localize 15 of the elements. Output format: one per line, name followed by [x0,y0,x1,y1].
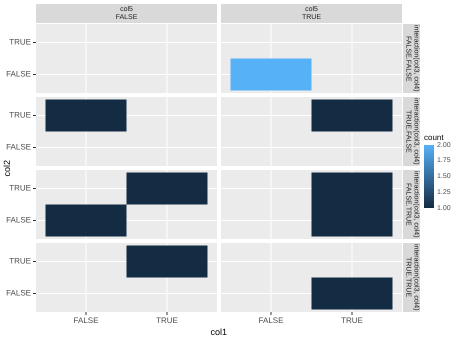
y-tick-label: TRUE [9,38,31,47]
x-axis-title: col1 [210,327,228,337]
x-tick-label: FALSE [74,316,98,326]
y-tick-label: TRUE [9,256,31,266]
x-tick-label: TRUE [156,316,178,326]
color-bar-title: count [424,133,444,142]
y-axis-title: col2 [2,160,12,176]
y-tick-label: FALSE [6,142,31,152]
y-tick-label: FALSE [6,288,31,298]
x-tick-label: TRUE [341,316,363,326]
x-tick-label: FALSE [258,316,284,326]
y-tick-label: FALSE [6,70,31,79]
y-tick-label: TRUE [9,110,31,120]
y-tick-label: TRUE [9,184,31,193]
y-tick-label: FALSE [6,216,31,225]
